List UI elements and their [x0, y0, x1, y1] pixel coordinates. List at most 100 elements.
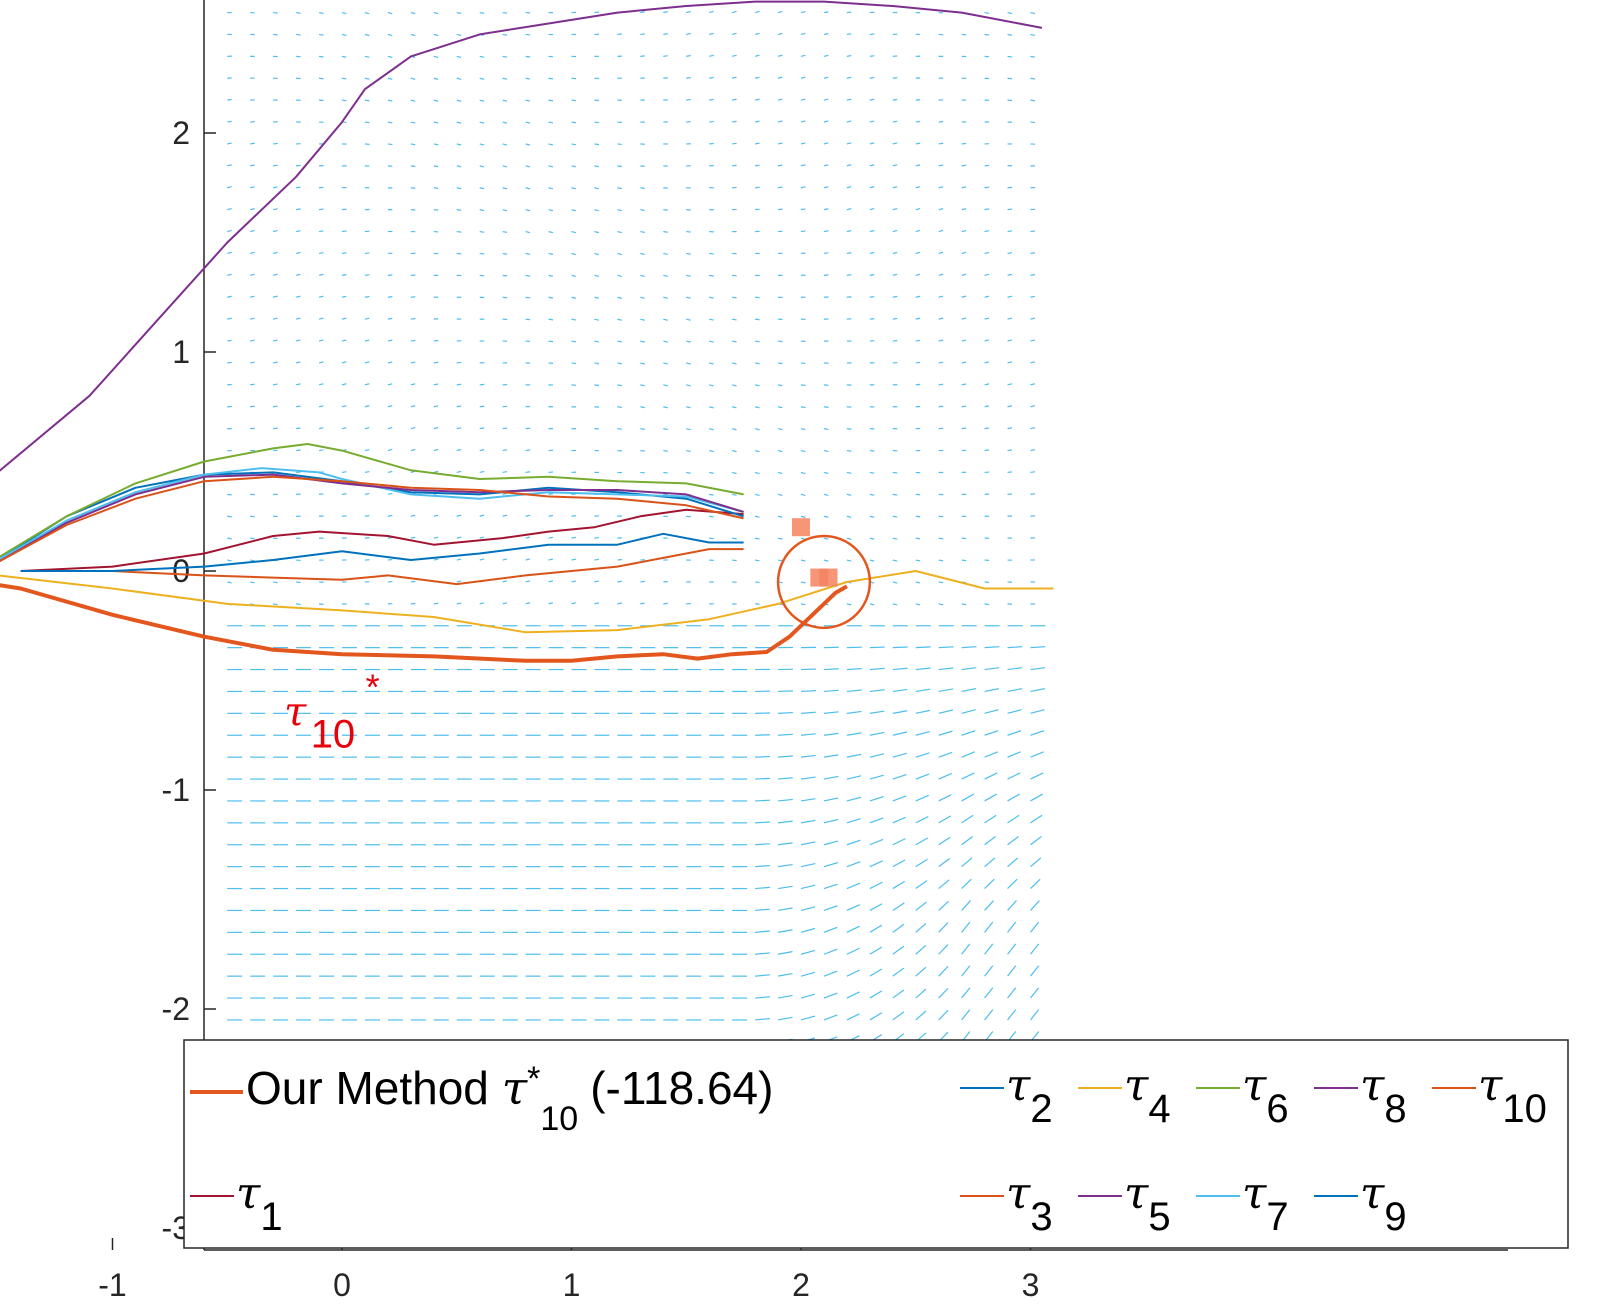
field-arrow-999: [846, 603, 852, 606]
field-arrow-149: [341, 99, 347, 102]
field-arrow-470: [273, 295, 278, 298]
field-arrow-1474: [1007, 878, 1018, 889]
field-arrow-599: [754, 362, 760, 365]
field-arrow-1255: [938, 751, 953, 758]
field-arrow-892: [869, 537, 875, 540]
field-arrow-1504: [869, 903, 883, 911]
field-arrow-1324: [869, 796, 884, 802]
field-arrow-99: [846, 54, 852, 57]
field-arrow-555: [571, 340, 577, 343]
field-arrow-1505: [892, 902, 905, 911]
field-arrow-1258: [1007, 751, 1021, 758]
field-arrow-432: [227, 273, 232, 276]
field-arrow-655: [387, 405, 393, 408]
field-arrow-339: [571, 209, 577, 212]
field-arrow-570: [915, 339, 921, 342]
field-arrow-600: [777, 362, 783, 365]
field-arrow-209: [892, 120, 898, 123]
field-arrow-637: [800, 384, 806, 387]
field-arrow-622: [456, 383, 462, 386]
field-arrow-435: [295, 273, 301, 276]
field-arrow-434: [273, 273, 278, 276]
field-arrow-152: [410, 99, 416, 102]
field-arrow-252: [227, 164, 232, 167]
field-arrow-1291: [938, 772, 952, 780]
field-arrow-1651: [938, 987, 949, 999]
field-arrow-989: [617, 602, 622, 605]
field-arrow-1437: [984, 857, 996, 868]
field-arrow-134: [823, 76, 829, 79]
field-arrow-1247: [755, 755, 771, 758]
field-arrow-569: [892, 339, 898, 342]
field-arrow-25: [800, 11, 806, 14]
field-arrow-131: [754, 76, 760, 79]
field-arrow-579: [295, 361, 301, 364]
field-arrow-315: [846, 186, 852, 189]
field-arrow-880: [594, 536, 599, 539]
field-arrow-1647: [846, 991, 860, 999]
legend-label-tau-9: τ9: [1360, 1168, 1407, 1239]
field-arrow-398: [273, 251, 278, 255]
field-arrow-592: [594, 362, 599, 365]
field-arrow-350: [823, 208, 829, 211]
field-arrow-985: [525, 602, 531, 605]
field-arrow-305: [617, 187, 622, 190]
field-arrow-961: [800, 581, 806, 584]
field-arrow-667: [663, 406, 668, 409]
field-arrow-1511: [1030, 900, 1040, 911]
field-arrow-1141: [800, 689, 816, 693]
field-arrow-1323: [846, 796, 862, 802]
field-arrow-1547: [1030, 921, 1040, 933]
field-arrow-739: [663, 449, 668, 452]
field-arrow-984: [502, 602, 508, 605]
field-arrow-425: [892, 251, 898, 255]
field-arrow-1289: [892, 774, 907, 780]
field-arrow-23: [754, 10, 760, 14]
field-arrow-226: [456, 143, 462, 146]
field-arrow-1147: [938, 688, 954, 693]
field-arrow-377: [617, 230, 622, 234]
field-arrow-900: [227, 559, 232, 562]
field-arrow-1543: [938, 922, 949, 933]
field-arrow-1432: [869, 860, 883, 868]
field-arrow-93: [709, 54, 714, 57]
field-arrow-1144: [869, 689, 885, 693]
field-arrow-1430: [823, 862, 838, 868]
field-arrow-1468: [869, 881, 883, 890]
field-arrow-118: [456, 77, 462, 80]
field-arrow-265: [525, 165, 531, 168]
field-arrow-535: [938, 317, 944, 320]
series-tau-8: [0, 473, 744, 563]
field-arrow-816: [777, 493, 783, 497]
field-arrow-913: [525, 558, 531, 561]
field-arrow-357: [984, 208, 990, 211]
goal-marker: [776, 518, 872, 630]
field-arrow-616: [318, 383, 324, 386]
field-arrow-1186: [1007, 709, 1022, 714]
field-arrow-181: [250, 120, 255, 123]
field-arrow-120: [502, 77, 508, 80]
field-arrow-693: [433, 427, 439, 430]
field-arrow-1536: [777, 929, 793, 933]
field-arrow-990: [640, 602, 645, 605]
field-arrow-702: [640, 428, 645, 430]
field-arrow-422: [823, 252, 829, 255]
field-arrow-239: [754, 142, 760, 145]
legend-label-tau-6: τ6: [1242, 1060, 1289, 1131]
field-arrow-946: [456, 580, 462, 583]
field-arrow-33: [984, 11, 990, 14]
annotation-subscript: 10: [311, 712, 356, 756]
legend-label-tau-7: τ7: [1242, 1168, 1289, 1239]
field-arrow-804: [502, 492, 508, 495]
field-arrow-854: [823, 515, 829, 518]
field-arrow-291: [296, 186, 301, 189]
field-arrow-597: [709, 362, 714, 365]
field-arrow-1109: [892, 667, 908, 671]
field-arrow-1322: [823, 797, 839, 802]
field-arrow-870: [364, 537, 370, 539]
field-arrow-452: [686, 274, 691, 277]
field-arrow-461: [892, 273, 898, 276]
field-arrow-615: [295, 383, 301, 386]
field-arrow-731: [479, 449, 485, 452]
legend-label-tau-3: τ3: [1006, 1168, 1053, 1239]
